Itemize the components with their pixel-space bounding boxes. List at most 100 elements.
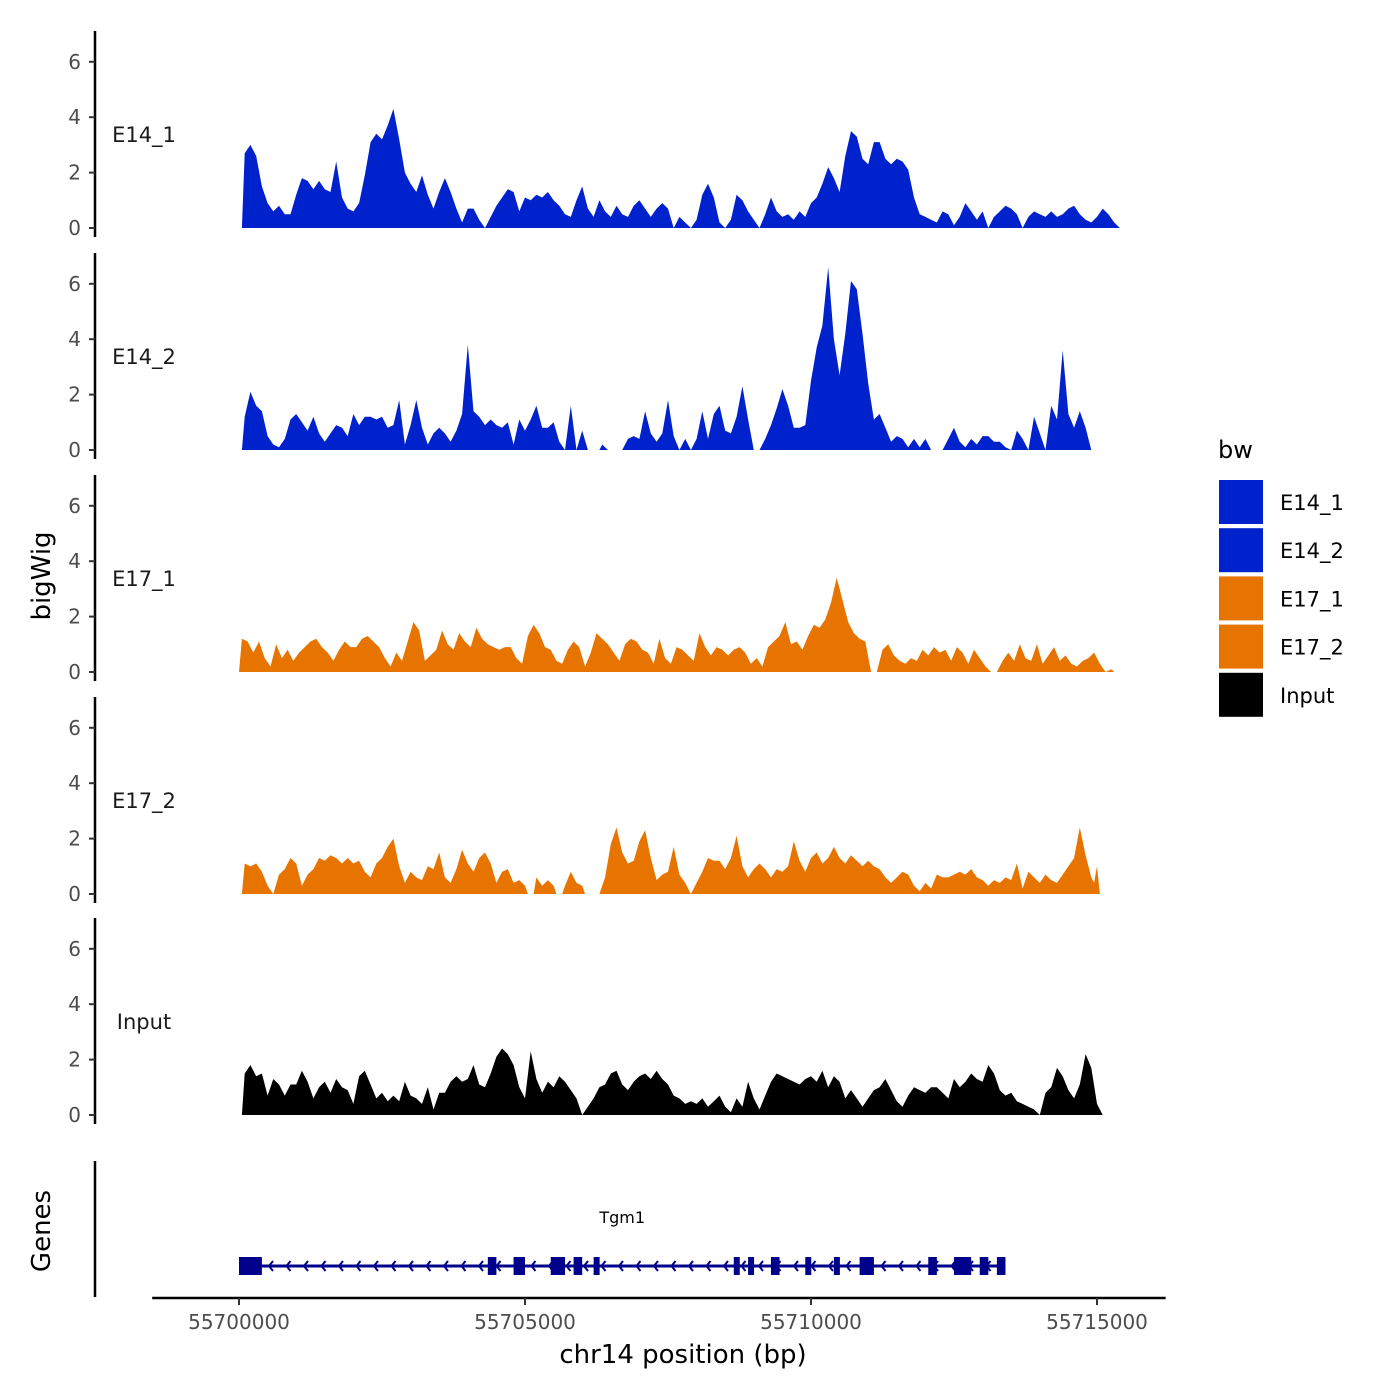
legend: bw E14_1 E14_2 E17_1 E17_2 Input	[1218, 436, 1344, 717]
x-tick-label: 55710000	[760, 1310, 862, 1334]
strand-chevron	[355, 1260, 362, 1272]
strand-chevron	[477, 1260, 484, 1272]
y-tick-label: 4	[68, 327, 81, 351]
y-tick-label: 2	[68, 383, 81, 407]
track-label: E17_1	[112, 567, 176, 592]
track-panel-E14_2: 0 2 4 6 E14_2	[68, 253, 1092, 462]
y-tick-label: 0	[68, 438, 81, 462]
gene-exon	[239, 1257, 262, 1275]
strand-chevron	[530, 1260, 537, 1272]
gene-exon	[928, 1257, 937, 1275]
y-tick-label: 6	[68, 494, 81, 518]
y-tick-label: 0	[68, 660, 81, 684]
gene-exon	[593, 1257, 600, 1275]
legend-item-E14_2: E14_2	[1219, 528, 1344, 573]
coverage-area-E14_1	[241, 108, 1120, 228]
track-panel-Input: 0 2 4 6 Input	[68, 918, 1103, 1127]
track-panel-E14_1: 0 2 4 6 E14_1	[68, 31, 1120, 240]
gene-exon	[748, 1257, 755, 1275]
strand-chevron	[442, 1260, 449, 1272]
y-tick-label: 4	[68, 105, 81, 129]
legend-item-E17_1: E17_1	[1219, 576, 1344, 621]
gene-exon	[770, 1257, 780, 1275]
y-tick-label: 4	[68, 771, 81, 795]
y-tick-label: 4	[68, 992, 81, 1016]
strand-chevron	[810, 1260, 817, 1272]
strand-chevron	[722, 1260, 729, 1272]
y-tick-label: 2	[68, 1048, 81, 1072]
strand-chevron	[407, 1260, 414, 1272]
y-tick-label: 2	[68, 161, 81, 185]
gene-exon	[487, 1257, 497, 1275]
x-axis-title: chr14 position (bp)	[559, 1340, 806, 1370]
gene-exon	[573, 1257, 583, 1275]
strand-chevron	[687, 1260, 694, 1272]
y-tick-label: 2	[68, 605, 81, 629]
legend-item-E17_2: E17_2	[1219, 624, 1344, 669]
gene-exon	[513, 1257, 525, 1275]
legend-item-E14_1: E14_1	[1219, 480, 1344, 524]
y-tick-label: 6	[68, 272, 81, 296]
strand-chevron	[390, 1260, 397, 1272]
track-panel-E17_1: 0 2 4 6 E17_1	[68, 475, 1115, 684]
legend-label: E14_2	[1280, 539, 1344, 564]
gene-exon	[859, 1257, 874, 1275]
y-tick-label: 4	[68, 549, 81, 573]
strand-chevron	[670, 1260, 677, 1272]
strand-chevron	[705, 1260, 712, 1272]
gene-exon	[954, 1257, 972, 1275]
strand-chevron	[337, 1260, 344, 1272]
gene-label: Tgm1	[598, 1208, 645, 1227]
y-tick-label: 6	[68, 716, 81, 740]
y-tick-label: 2	[68, 827, 81, 851]
legend-swatch	[1219, 480, 1263, 524]
strand-chevron	[320, 1260, 327, 1272]
gene-exon	[733, 1257, 740, 1275]
track-panel-E17_2: 0 2 4 6 E17_2	[68, 697, 1100, 906]
gene-Tgm1: Tgm1	[239, 1208, 1006, 1275]
gene-track-panel: Tgm1	[93, 1161, 1006, 1297]
strand-chevron	[425, 1260, 432, 1272]
y-tick-label: 0	[68, 1103, 81, 1127]
legend-swatch	[1219, 624, 1263, 669]
gene-exon	[979, 1257, 989, 1275]
strand-chevron	[880, 1260, 887, 1272]
legend-label: Input	[1280, 684, 1334, 708]
strand-chevron	[915, 1260, 922, 1272]
strand-chevron	[582, 1260, 589, 1272]
strand-chevron	[897, 1260, 904, 1272]
strand-chevron	[757, 1260, 764, 1272]
track-label: E14_2	[112, 345, 176, 370]
gene-exon	[833, 1257, 840, 1275]
gene-exon	[550, 1257, 566, 1275]
track-label: E17_2	[112, 789, 176, 814]
strand-chevron	[652, 1260, 659, 1272]
legend-swatch	[1219, 576, 1263, 621]
strand-chevron	[845, 1260, 852, 1272]
y-tick-label: 0	[68, 216, 81, 240]
strand-chevron	[267, 1260, 274, 1272]
y-tick-label: 6	[68, 937, 81, 961]
strand-chevron	[495, 1260, 502, 1272]
track-panels: 0 2 4 6 E14_1 0 2 4 6 E14_2 0 2 4 6 E17_1 0 2 4 6 E17_2 0 2 4 6…	[68, 31, 1120, 1127]
x-axis: 55700000 55705000 55710000 55715000	[152, 1296, 1166, 1334]
strand-chevron	[740, 1260, 747, 1272]
y-tick-label: 6	[68, 50, 81, 74]
y-axis-title: bigWig	[27, 531, 57, 620]
strand-chevron	[302, 1260, 309, 1272]
strand-chevron	[565, 1260, 572, 1272]
strand-chevron	[460, 1260, 467, 1272]
legend-title: bw	[1218, 436, 1253, 464]
gene-exon	[996, 1257, 1006, 1275]
legend-items: E14_1 E14_2 E17_1 E17_2 Input	[1219, 480, 1344, 717]
legend-label: E17_2	[1280, 636, 1344, 661]
strand-chevron	[827, 1260, 834, 1272]
genes-axis-title: Genes	[27, 1190, 57, 1272]
strand-chevron	[792, 1260, 799, 1272]
coverage-area-E14_2	[241, 267, 1092, 450]
track-label: Input	[117, 1010, 171, 1034]
legend-label: E14_1	[1280, 491, 1344, 516]
coverage-area-E17_2	[241, 827, 1100, 894]
strand-chevron	[600, 1260, 607, 1272]
